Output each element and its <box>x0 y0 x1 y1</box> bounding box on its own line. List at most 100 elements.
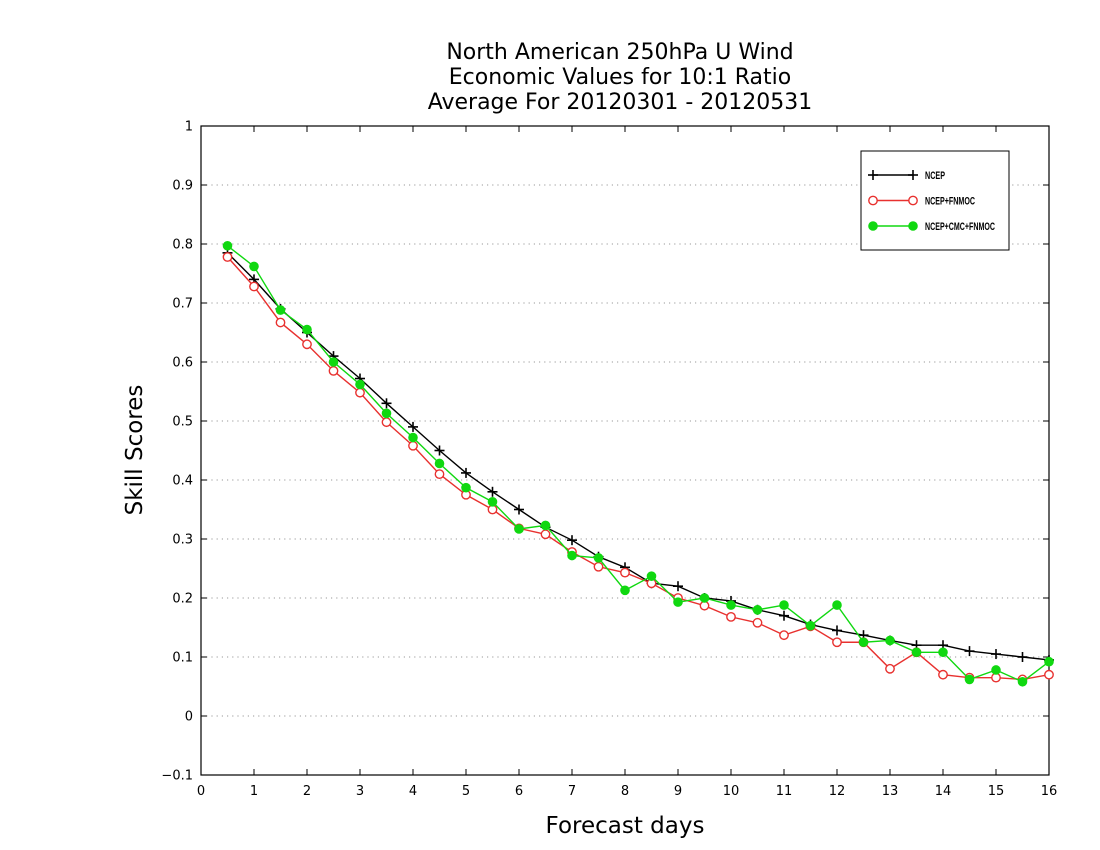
legend-item: NCEP <box>868 170 945 182</box>
legend-marker <box>868 195 878 206</box>
y-tick-label: 0.5 <box>172 415 193 430</box>
data-point <box>249 281 259 292</box>
y-tick-label: 0.9 <box>172 179 193 194</box>
data-point <box>699 593 710 603</box>
data-point <box>567 535 577 546</box>
data-point <box>620 567 630 578</box>
data-point <box>381 417 392 428</box>
data-point <box>275 317 286 328</box>
y-tick-label: 0.2 <box>172 592 193 607</box>
data-point <box>938 669 948 680</box>
data-point <box>514 524 524 534</box>
data-point <box>805 620 816 631</box>
legend-marker <box>908 221 918 231</box>
data-point <box>991 665 1001 675</box>
y-tick-label: 1 <box>185 120 193 135</box>
data-point <box>779 630 789 641</box>
data-point <box>302 324 312 335</box>
data-point <box>911 647 922 658</box>
data-point <box>938 647 948 658</box>
data-point <box>355 379 365 390</box>
data-point <box>540 529 551 540</box>
y-tick-label: 0.6 <box>172 356 193 371</box>
y-axis: −0.1 0 0.1 0.2 0.3 0.4 0.5 0.6 0.7 0.8 0.9 1 <box>161 120 1049 784</box>
x-tick-label: 11 <box>776 784 793 799</box>
x-tick-label: 14 <box>935 784 952 799</box>
data-point <box>434 469 445 479</box>
x-tick-label: 4 <box>409 784 417 799</box>
data-point <box>779 600 789 610</box>
y-tick-label: −0.1 <box>161 769 193 784</box>
data-point <box>858 637 869 648</box>
data-point <box>461 467 471 478</box>
data-point <box>646 571 657 581</box>
data-point <box>593 553 604 563</box>
x-tick-label: 2 <box>303 784 311 799</box>
data-point <box>381 408 392 419</box>
data-point <box>964 674 975 685</box>
data-point <box>487 497 498 507</box>
data-point <box>832 637 842 648</box>
x-tick-label: 6 <box>515 784 523 799</box>
data-point <box>222 240 233 251</box>
series-0 <box>222 247 1054 665</box>
x-tick-label: 8 <box>621 784 629 799</box>
data-point <box>328 357 339 367</box>
data-point <box>885 663 895 674</box>
x-tick-label: 5 <box>462 784 470 799</box>
data-point <box>434 458 445 469</box>
data-point <box>381 398 392 409</box>
legend-label: NCEP+FNMOC <box>925 196 975 208</box>
x-axis-title: Forecast days <box>546 813 705 839</box>
title-line-3: Average For 20120301 - 20120531 <box>428 90 813 115</box>
series-line <box>227 245 1050 683</box>
data-point <box>752 605 763 615</box>
legend-item: NCEP+FNMOC <box>868 195 975 208</box>
data-point <box>726 611 736 622</box>
data-point <box>779 610 789 621</box>
legend-item: NCEP+CMC+FNMOC <box>868 221 995 233</box>
series-1 <box>222 252 1054 685</box>
y-tick-label: 0.4 <box>172 474 193 489</box>
series-2 <box>222 240 1054 687</box>
data-point <box>1017 652 1028 662</box>
data-point <box>408 432 418 443</box>
data-point <box>222 252 233 262</box>
legend-marker <box>868 221 878 231</box>
data-point <box>434 445 445 456</box>
data-point <box>1017 676 1028 687</box>
series-line <box>227 252 1050 661</box>
data-point <box>461 482 471 493</box>
data-point <box>275 305 286 315</box>
series-line <box>226 256 1050 681</box>
data-point <box>514 504 524 515</box>
data-point <box>408 421 418 432</box>
data-point <box>249 261 259 272</box>
data-point <box>752 617 763 628</box>
legend-marker <box>908 170 918 180</box>
data-point <box>593 561 604 572</box>
x-tick-label: 13 <box>882 784 899 799</box>
x-tick-label: 3 <box>356 784 364 799</box>
x-tick-label: 12 <box>829 784 846 799</box>
legend-label: NCEP <box>925 170 945 182</box>
data-point <box>991 649 1001 660</box>
legend-marker <box>868 170 878 180</box>
x-tick-label: 15 <box>988 784 1005 799</box>
data-point <box>302 339 312 350</box>
data-point <box>964 646 975 657</box>
data-point <box>673 581 683 592</box>
x-axis: 0 1 2 3 4 5 6 7 8 9 10 11 12 13 14 15 16 <box>197 126 1057 799</box>
data-point <box>673 597 683 607</box>
x-tick-label: 1 <box>250 784 258 799</box>
y-tick-label: 0 <box>185 710 193 725</box>
title-line-2: Economic Values for 10:1 Ratio <box>449 65 791 90</box>
series-group <box>222 240 1054 687</box>
title-line-1: North American 250hPa U Wind <box>446 40 793 65</box>
y-axis-title: Skill Scores <box>122 385 148 516</box>
legend-marker <box>908 195 918 206</box>
data-point <box>620 585 630 596</box>
x-tick-label: 7 <box>568 784 576 799</box>
